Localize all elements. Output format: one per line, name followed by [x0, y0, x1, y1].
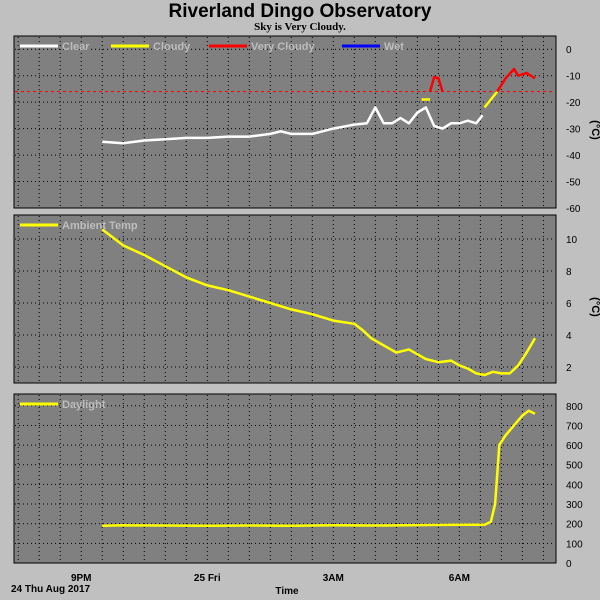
series-line-clear: [102, 106, 484, 145]
y-tick-label: 2: [566, 363, 572, 374]
y-tick-label: 400: [566, 480, 583, 491]
plot-area: [13, 393, 557, 564]
y-tick-label: 300: [566, 500, 583, 511]
sky-status: Sky is Very Cloudy.: [254, 21, 346, 33]
y-tick-label: -50: [566, 178, 581, 189]
x-tick-label: 25 Fri: [194, 573, 221, 584]
y-tick-label: 4: [566, 331, 572, 342]
y-tick-label: 500: [566, 461, 583, 472]
legend-label: Clear: [62, 41, 90, 53]
y-tick-label: 8: [566, 267, 572, 278]
y-tick-label: -20: [566, 98, 581, 109]
y-tick-label: 700: [566, 421, 583, 432]
y-tick-label: 6: [566, 299, 572, 310]
y-axis-label: (°C): [589, 120, 600, 140]
panel-3: 0 100 200 300 400 500 600 700 800 Daylight: [13, 393, 583, 570]
legend-label: Very Cloudy: [251, 41, 315, 53]
y-tick-label: 0: [566, 559, 572, 570]
y-tick-label: 10: [566, 235, 578, 246]
y-tick-label: 600: [566, 441, 583, 452]
panel-2: 2 4 6 8 10 (°C) Ambient Temp: [13, 214, 600, 384]
date-label: 24 Thu Aug 2017: [11, 584, 91, 595]
series-line-very-cloudy: [496, 67, 536, 93]
y-tick-label: -30: [566, 125, 581, 136]
y-tick-label: 800: [566, 402, 583, 413]
y-tick-label: -10: [566, 72, 581, 83]
chart-title: Riverland Dingo Observatory: [168, 1, 432, 22]
x-tick-label: 3AM: [323, 573, 344, 584]
y-tick-label: 200: [566, 520, 583, 531]
plot-area: [13, 214, 557, 384]
legend-label: Cloudy: [153, 41, 191, 53]
legend-label: Ambient Temp: [62, 220, 138, 232]
y-tick-label: -60: [566, 204, 581, 215]
series-line-very-cloudy: [428, 75, 444, 92]
y-axis-label: (°C): [589, 297, 600, 317]
y-tick-label: -40: [566, 151, 581, 162]
series-line-cloudy: [483, 90, 499, 109]
x-axis-label: Time: [275, 586, 299, 597]
y-tick-label: 0: [566, 45, 572, 56]
x-tick-label: 6AM: [449, 573, 470, 584]
series-line-daylight: [102, 409, 536, 527]
series-line-ambient-temp: [101, 228, 537, 377]
legend-label: Daylight: [62, 399, 106, 411]
panel-1: 0 -10 -20 -30 -40 -50 -60 (°C) Clear Cloudy Very C…: [13, 35, 600, 215]
legend-label: Wet: [384, 41, 404, 53]
x-tick-label: 9PM: [71, 573, 92, 584]
y-tick-label: 100: [566, 539, 583, 550]
